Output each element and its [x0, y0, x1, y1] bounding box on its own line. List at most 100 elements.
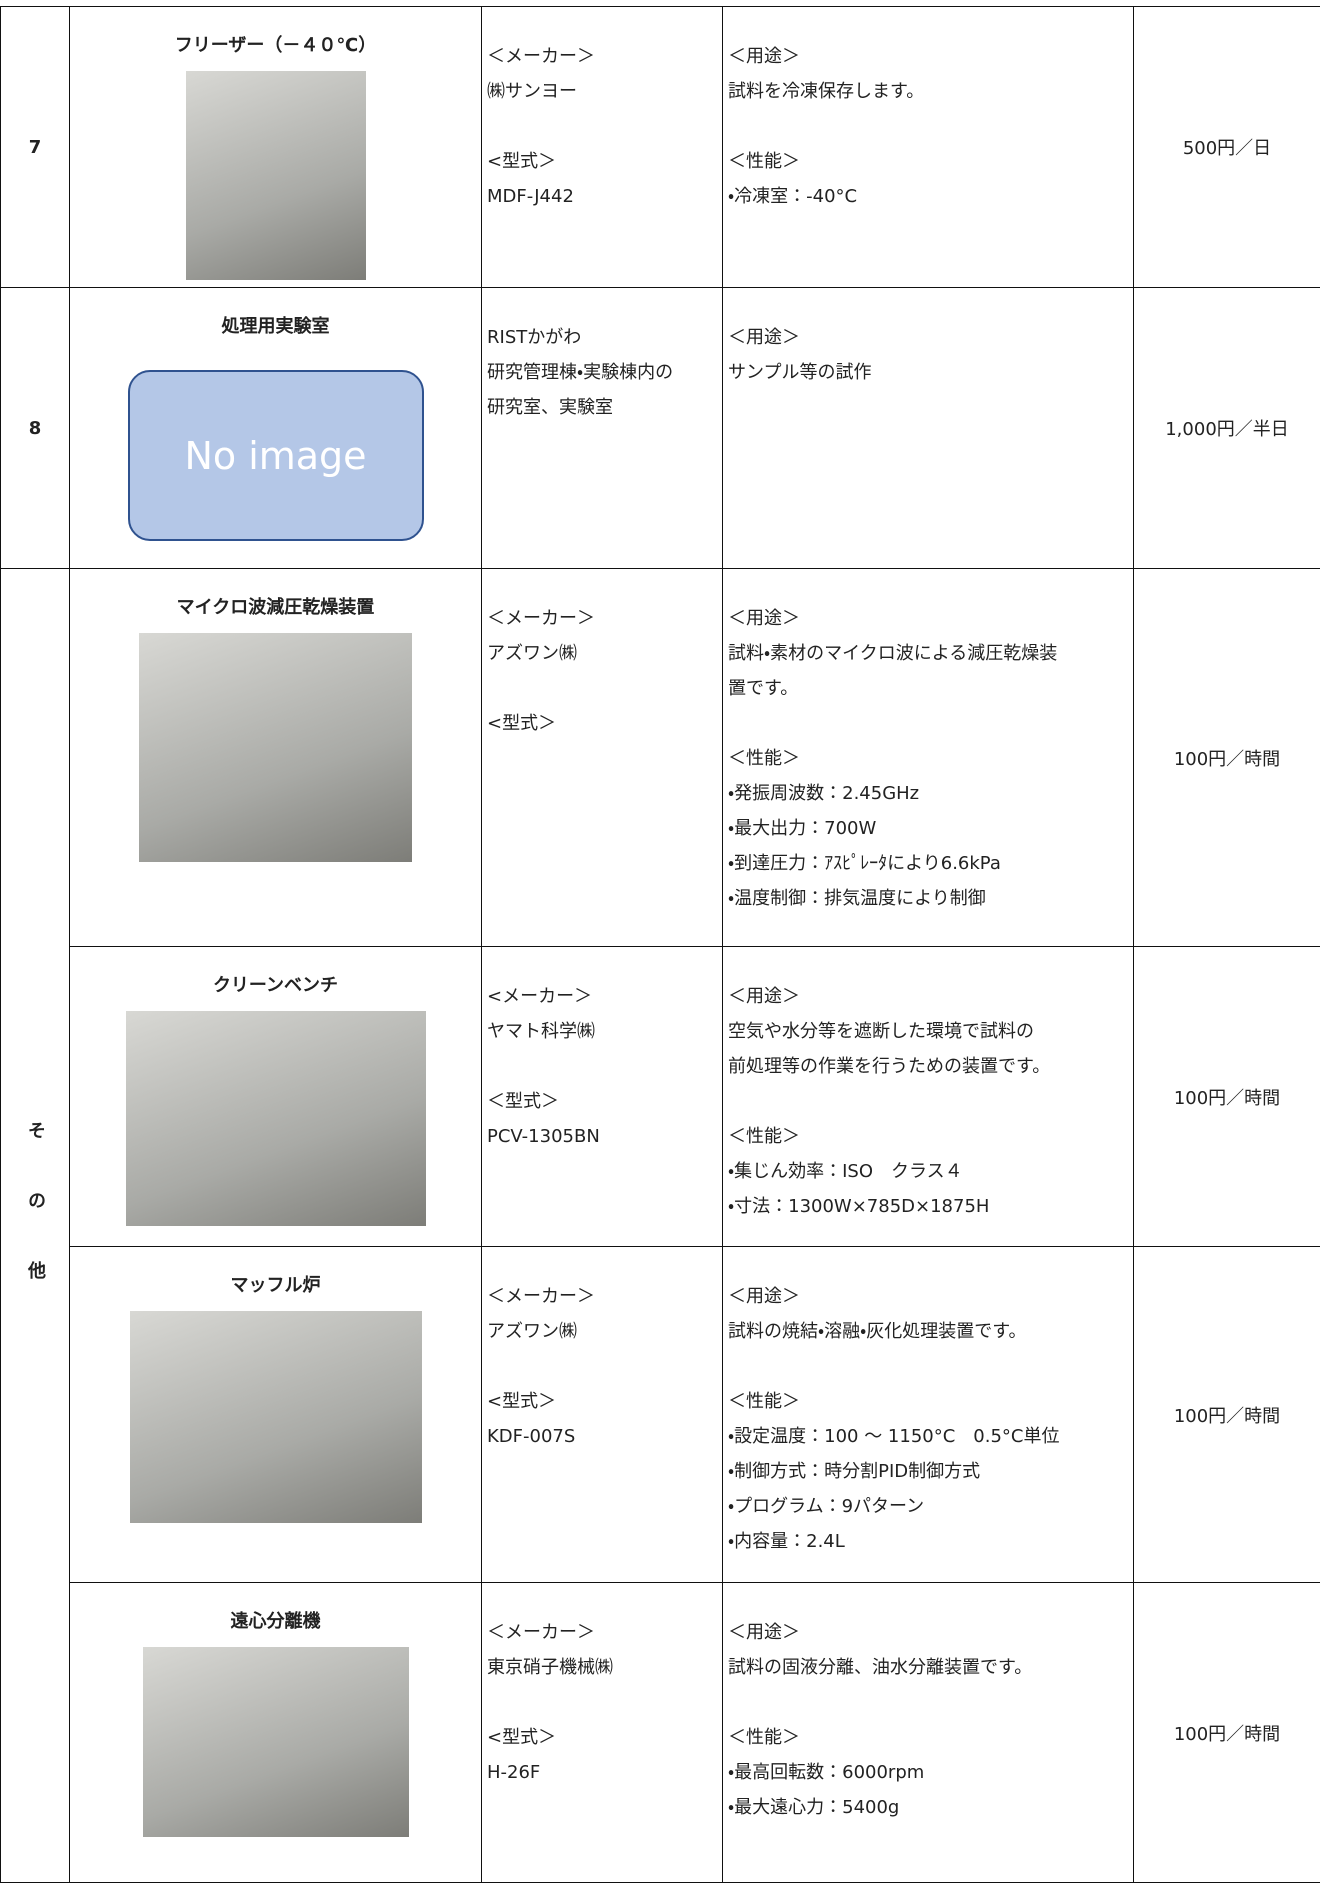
text-line: <メーカー＞: [487, 979, 722, 1014]
row-number: 7: [1, 7, 70, 288]
text-line: ・集じん効率：ISO クラス４: [728, 1154, 1133, 1189]
text-block: ＜性能＞・最高回転数：6000rpm・最大遠心力：5400g: [728, 1720, 1133, 1825]
text-line: 試料の固液分離、油水分離装置です。: [728, 1650, 1133, 1685]
text-block: ＜型式＞PCV-1305BN: [487, 1084, 722, 1154]
text-line: PCV-1305BN: [487, 1119, 722, 1154]
text-line: H-26F: [487, 1755, 722, 1790]
equipment-name: マッフル炉: [70, 1247, 481, 1297]
text-line: ＜性能＞: [728, 144, 1133, 179]
text-line: ・到達圧力：ｱｽﾋﾟﾚｰﾀにより6.6kPa: [728, 846, 1133, 881]
text-line: ヤマト科学㈱: [487, 1014, 722, 1049]
cell-text: ＜メーカー＞東京硝子機械㈱ <型式＞H-26F: [482, 1583, 722, 1790]
text-line: ・最高回転数：6000rpm: [728, 1755, 1133, 1790]
text-line: KDF-007S: [487, 1419, 722, 1454]
text-block: ＜用途＞試料を冷凍保存します。: [728, 39, 1133, 109]
text-line: ・寸法：1300W×785D×1875H: [728, 1189, 1133, 1224]
group-label: その他: [22, 1121, 48, 1331]
photo: [139, 633, 412, 862]
cell-text: ＜用途＞サンプル等の試作: [723, 288, 1133, 390]
text-line: 研究室、実験室: [487, 390, 722, 425]
name-cell: マッフル炉: [70, 1247, 482, 1583]
text-line: ・制御方式：時分割PID制御方式: [728, 1454, 1133, 1489]
maker-cell: ＜メーカー＞アズワン㈱<型式＞: [482, 569, 723, 947]
name-cell: クリーンベンチ: [70, 947, 482, 1247]
text-line: 研究管理棟・実験棟内の: [487, 355, 722, 390]
fee: 100円／時間: [1134, 1583, 1320, 1883]
text-line: ＜メーカー＞: [487, 1279, 722, 1314]
text-block: ＜メーカー＞㈱サンヨー: [487, 39, 722, 109]
text-line: ＜用途＞: [728, 979, 1133, 1014]
text-line: 試料の焼結・溶融・灰化処理装置です。: [728, 1314, 1133, 1349]
text-line: ＜性能＞: [728, 1720, 1133, 1755]
text-line: ＜用途＞: [728, 1279, 1133, 1314]
text-line: 前処理等の作業を行うための装置です。: [728, 1049, 1133, 1084]
text-block: ＜メーカー＞アズワン㈱: [487, 601, 722, 671]
text-line: ・最大遠心力：5400g: [728, 1790, 1133, 1825]
spec-cell: ＜用途＞試料・素材のマイクロ波による減圧乾燥装置です。＜性能＞・発振周波数：2.…: [723, 569, 1134, 947]
spec-cell: ＜用途＞試料の焼結・溶融・灰化処理装置です。 ＜性能＞・設定温度：100 ～ 11…: [723, 1247, 1134, 1583]
spec-cell: ＜用途＞空気や水分等を遮断した環境で試料の前処理等の作業を行うための装置です。＜…: [723, 947, 1134, 1247]
cell-text: RISTかがわ研究管理棟・実験棟内の研究室、実験室: [482, 288, 722, 425]
fee: 100円／時間: [1134, 569, 1320, 947]
text-line: ＜性能＞: [728, 1384, 1133, 1419]
equipment-name: フリーザー（－４０℃）: [70, 7, 481, 57]
text-block: ＜性能＞・設定温度：100 ～ 1150°C 0.5°C単位・制御方式：時分割P…: [728, 1384, 1133, 1559]
name-cell: 処理用実験室 No image: [70, 288, 482, 569]
text-block: <メーカー＞ヤマト科学㈱: [487, 979, 722, 1049]
text-line: 東京硝子機械㈱: [487, 1650, 722, 1685]
text-line: MDF-J442: [487, 179, 722, 214]
group-cell: その他: [1, 569, 70, 1883]
no-image: No image: [128, 370, 424, 541]
cell-text: ＜用途＞試料を冷凍保存します。 ＜性能＞・冷凍室：-40°C: [723, 7, 1133, 214]
text-line: ・内容量：2.4L: [728, 1524, 1133, 1559]
equipment-name: 遠心分離機: [70, 1583, 481, 1633]
cell-text: ＜用途＞試料の固液分離、油水分離装置です。 ＜性能＞・最高回転数：6000rpm・…: [723, 1583, 1133, 1825]
table-row: マッフル炉＜メーカー＞アズワン㈱<型式＞KDF-007S＜用途＞試料の焼結・溶融…: [1, 1247, 1320, 1583]
maker-cell: ＜メーカー＞アズワン㈱<型式＞KDF-007S: [482, 1247, 723, 1583]
text-line: <型式＞: [487, 1384, 722, 1419]
fee: 100円／時間: [1134, 1247, 1320, 1583]
fee: 500円／日: [1134, 7, 1320, 288]
name-cell: フリーザー（－４０℃）: [70, 7, 482, 288]
fee: 1,000円／半日: [1134, 288, 1320, 569]
text-block: ＜用途＞サンプル等の試作: [728, 320, 1133, 390]
text-line: アズワン㈱: [487, 636, 722, 671]
table-row: クリーンベンチ<メーカー＞ヤマト科学㈱ ＜型式＞PCV-1305BN＜用途＞空気や…: [1, 947, 1320, 1247]
text-block: RISTかがわ研究管理棟・実験棟内の研究室、実験室: [487, 320, 722, 425]
text-line: RISTかがわ: [487, 320, 722, 355]
text-line: ・設定温度：100 ～ 1150°C 0.5°C単位: [728, 1419, 1133, 1454]
fee: 100円／時間: [1134, 947, 1320, 1247]
text-line: <型式＞: [487, 144, 722, 179]
text-block: <型式＞H-26F: [487, 1720, 722, 1790]
cell-text: ＜メーカー＞㈱サンヨー <型式＞MDF-J442: [482, 7, 722, 214]
text-line: ＜メーカー＞: [487, 39, 722, 74]
text-block: ＜性能＞・発振周波数：2.45GHz・最大出力：700W・到達圧力：ｱｽﾋﾟﾚｰ…: [728, 741, 1133, 916]
photo: [126, 1011, 426, 1226]
text-line: 試料・素材のマイクロ波による減圧乾燥装: [728, 636, 1133, 671]
text-block: ＜用途＞空気や水分等を遮断した環境で試料の前処理等の作業を行うための装置です。: [728, 979, 1133, 1084]
text-block: ＜メーカー＞東京硝子機械㈱: [487, 1615, 722, 1685]
text-line: ＜用途＞: [728, 39, 1133, 74]
row-number: 8: [1, 288, 70, 569]
text-line: ・最大出力：700W: [728, 811, 1133, 846]
text-line: ＜性能＞: [728, 741, 1133, 776]
text-line: ＜用途＞: [728, 320, 1133, 355]
maker-cell: RISTかがわ研究管理棟・実験棟内の研究室、実験室: [482, 288, 723, 569]
spec-cell: ＜用途＞試料の固液分離、油水分離装置です。 ＜性能＞・最高回転数：6000rpm・…: [723, 1583, 1134, 1883]
maker-cell: <メーカー＞ヤマト科学㈱ ＜型式＞PCV-1305BN: [482, 947, 723, 1247]
equipment-name: 処理用実験室: [70, 288, 481, 338]
photo: [130, 1311, 422, 1523]
table-row: その他マイクロ波減圧乾燥装置＜メーカー＞アズワン㈱<型式＞＜用途＞試料・素材のマ…: [1, 569, 1320, 947]
text-line: ＜用途＞: [728, 1615, 1133, 1650]
text-line: ＜メーカー＞: [487, 601, 722, 636]
equipment-name: マイクロ波減圧乾燥装置: [70, 569, 481, 619]
text-line: ・冷凍室：-40°C: [728, 179, 1133, 214]
cell-text: ＜メーカー＞アズワン㈱<型式＞KDF-007S: [482, 1247, 722, 1454]
cell-text: <メーカー＞ヤマト科学㈱ ＜型式＞PCV-1305BN: [482, 947, 722, 1154]
maker-cell: ＜メーカー＞㈱サンヨー <型式＞MDF-J442: [482, 7, 723, 288]
text-block: ＜性能＞・冷凍室：-40°C: [728, 144, 1133, 214]
